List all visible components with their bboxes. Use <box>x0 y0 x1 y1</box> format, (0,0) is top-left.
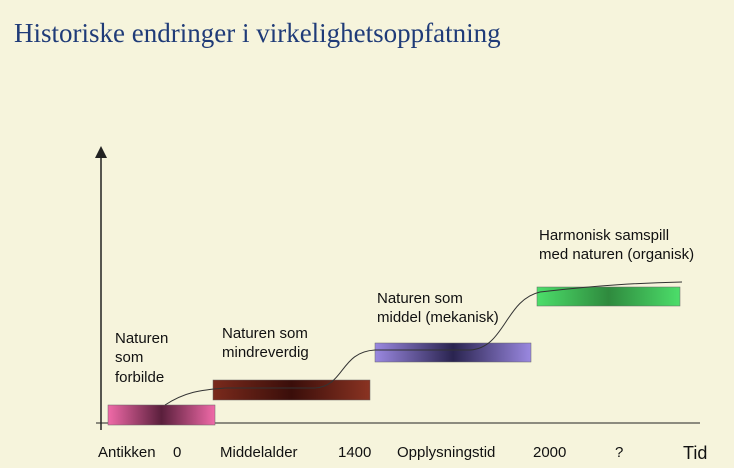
stage-label: som <box>115 349 143 366</box>
axis-label: 1400 <box>338 444 371 461</box>
stage-label: med naturen (organisk) <box>539 246 694 263</box>
stage-label: Naturen som <box>377 290 463 307</box>
stage-bar <box>374 342 532 363</box>
stage-bar <box>212 379 371 401</box>
stage-label: Harmonisk samspill <box>539 227 669 244</box>
axis-label: 2000 <box>533 444 566 461</box>
axis-label: ? <box>615 444 623 461</box>
stage-label: middel (mekanisk) <box>377 309 499 326</box>
axis-label: Antikken <box>98 444 156 461</box>
stage-label: Naturen <box>115 330 168 347</box>
stage-bar <box>107 404 216 426</box>
title: Historiske endringer i virkelighetsoppfa… <box>14 18 501 48</box>
axis-label: Middelalder <box>220 444 298 461</box>
development-curve <box>164 281 683 406</box>
stage-label: forbilde <box>115 369 164 386</box>
stage-label: Naturen som <box>222 325 308 342</box>
stage-bar <box>536 286 681 307</box>
axis-label: Opplysningstid <box>397 444 495 461</box>
axis-label: 0 <box>173 444 181 461</box>
stage-label: mindreverdig <box>222 344 309 361</box>
axis-label: Tid <box>683 443 707 463</box>
